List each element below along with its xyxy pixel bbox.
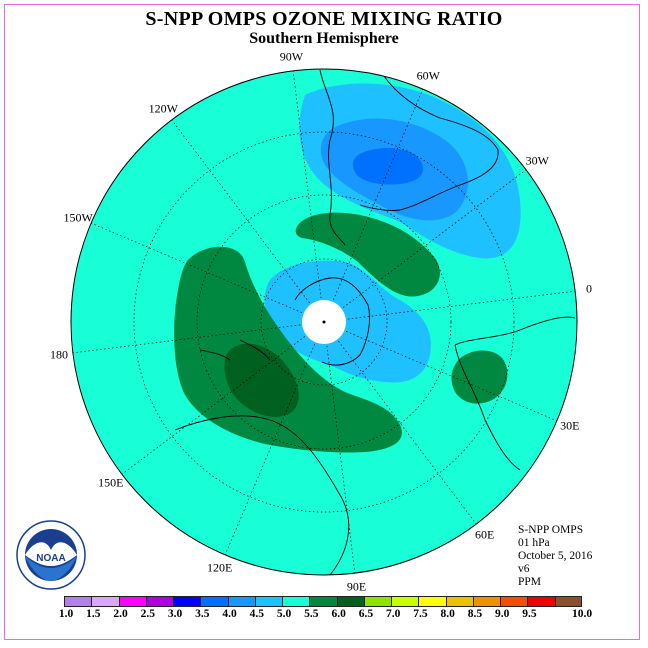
info-version: v6 [518, 563, 530, 575]
longitude-label: 60W [416, 68, 440, 83]
colorbar-tick-label: 1.5 [86, 608, 101, 620]
colorbar-tick-label: 2.5 [140, 608, 155, 620]
colorbar-tick-label: 7.5 [413, 608, 428, 620]
colorbar-tick-label: 9.0 [495, 608, 510, 620]
colorbar-swatch [445, 596, 473, 607]
colorbar-swatch [500, 596, 528, 607]
colorbar-swatch [472, 596, 501, 607]
colorbar-tick-label: 7.0 [385, 608, 401, 620]
longitude-label: 90E [346, 579, 367, 594]
colorbar-swatch [336, 596, 364, 607]
colorbar-swatch [554, 596, 582, 607]
map-boundary [70, 68, 578, 576]
colorbar [64, 596, 582, 608]
ozone-high-region-africa [451, 350, 508, 404]
colorbar-tick-label: 5.5 [304, 608, 319, 620]
ozone-peak-region-pacific [224, 343, 299, 417]
info-units: PPM [518, 576, 542, 588]
longitude-label: 120E [207, 560, 233, 575]
coastlines [174, 69, 576, 575]
ozone-high-region-southamerica [295, 212, 440, 297]
info-level: 01 hPa [518, 537, 550, 549]
longitude-label: 60E [475, 527, 495, 542]
figure-frame [4, 4, 640, 640]
info-product: S-NPP OMPS [518, 524, 584, 536]
colorbar-swatch [118, 596, 146, 607]
colorbar-swatch [418, 596, 446, 607]
colorbar-tick-label: 6.5 [358, 608, 374, 620]
colorbar-swatch [363, 596, 392, 607]
colorbar-swatch [173, 596, 201, 607]
longitude-label: 0 [586, 281, 592, 296]
map-subtitle: Southern Hemisphere [249, 30, 399, 47]
noaa-logo: NOAA [16, 520, 86, 590]
colorbar-swatch [527, 596, 555, 607]
colorbar-tick-label: 8.5 [467, 608, 483, 620]
south-pole-marker [322, 320, 326, 324]
colorbar-tick-label: 6.0 [331, 608, 346, 620]
colorbar-swatch [391, 596, 419, 607]
colorbar-tick-labels: 1.0 1.5 2.0 2.5 3.0 3.5 4.0 4.5 5.0 5.5 6.0 6.5 7.0 7… [0, 608, 648, 624]
colorbar-swatch [227, 596, 255, 607]
colorbar-tick-label: 10.0 [571, 608, 593, 620]
longitude-label: 30W [525, 153, 549, 168]
colorbar-tick-label: 5.0 [276, 608, 292, 620]
colorbar-tick-label: 1.0 [58, 608, 74, 620]
longitude-label: 180 [49, 347, 68, 362]
colorbar-swatch [200, 596, 228, 607]
longitude-label: 120W [148, 101, 178, 116]
longitude-label: 150E [98, 475, 124, 490]
longitude-label: 30E [560, 418, 580, 433]
colorbar-tick-label: 4.5 [249, 608, 265, 620]
colorbar-tick-label: 9.5 [522, 608, 537, 620]
colorbar-swatch [64, 596, 92, 607]
ozone-low-region-pole [264, 260, 431, 383]
latitude-circles [133, 131, 515, 513]
colorbar-swatch [254, 596, 283, 607]
colorbar-tick-label: 4.0 [222, 608, 237, 620]
longitude-label: 150W [63, 210, 93, 225]
ozone-high-band-pacific [174, 246, 402, 453]
map-title: S-NPP OMPS OZONE MIXING RATIO [145, 8, 503, 30]
info-panel: S-NPP OMPS 01 hPa October 5, 2016 v6 PPM [518, 524, 592, 589]
colorbar-tick-label: 8.0 [440, 608, 455, 620]
colorbar-swatch [91, 596, 119, 607]
info-date: October 5, 2016 [518, 550, 593, 562]
longitude-label: 90W [279, 49, 304, 64]
colorbar-tick-label: 3.5 [195, 608, 210, 620]
colorbar-tick-label: 2.0 [113, 608, 128, 620]
colorbar-swatch [282, 596, 310, 607]
colorbar-swatch [309, 596, 337, 607]
colorbar-tick-label: 3.0 [167, 608, 183, 620]
colorbar-swatch [145, 596, 174, 607]
ozone-deep-region-atlantic [353, 148, 424, 185]
logo-text: NOAA [36, 553, 65, 564]
